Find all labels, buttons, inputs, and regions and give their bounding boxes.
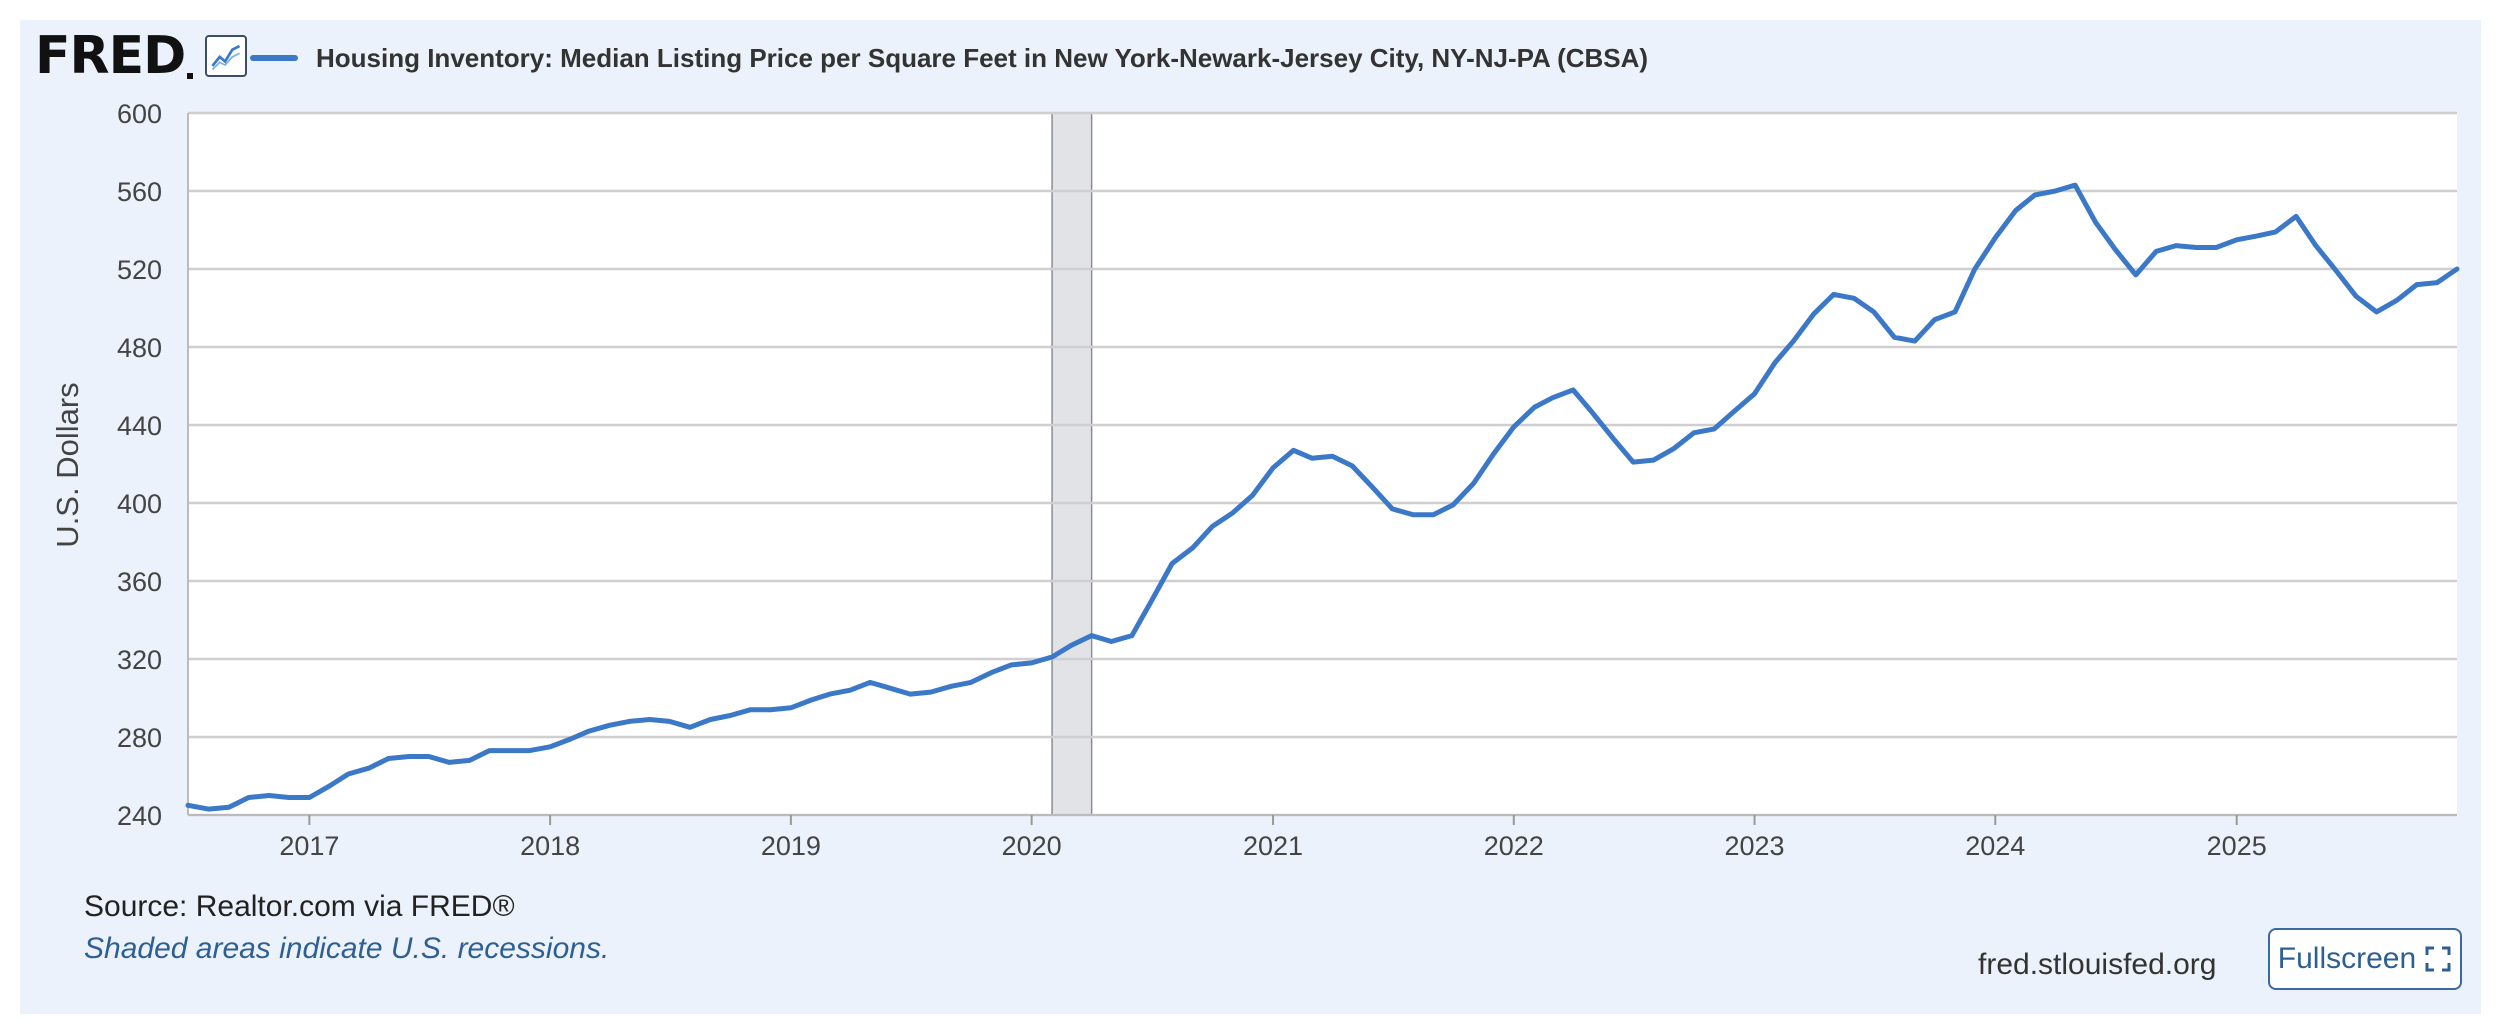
recession-note: Shaded areas indicate U.S. recessions. — [84, 932, 610, 965]
y-tick-label: 240 — [117, 801, 162, 831]
x-tick-label: 2017 — [279, 831, 339, 861]
y-tick-label: 440 — [117, 411, 162, 441]
series-line — [185, 182, 2460, 812]
fred-logo[interactable]: FRED — [35, 26, 248, 86]
line-graph-icon — [205, 35, 248, 77]
x-tick-label: 2024 — [1965, 831, 2025, 861]
legend-swatch — [250, 55, 298, 61]
source-text: Source: Realtor.com via FRED® — [84, 890, 515, 923]
site-url[interactable]: fred.stlouisfed.org — [1978, 948, 2217, 981]
y-tick-label: 600 — [117, 99, 162, 129]
logo-dot — [187, 73, 194, 79]
legend-label: Housing Inventory: Median Listing Price … — [316, 42, 1649, 73]
x-tick-label: 2022 — [1484, 831, 1544, 861]
x-tick-label: 2021 — [1243, 831, 1303, 861]
y-tick-label: 480 — [117, 333, 162, 363]
y-tick-label: 280 — [117, 723, 162, 753]
y-tick-label: 360 — [117, 567, 162, 597]
x-tick-label: 2023 — [1724, 831, 1784, 861]
y-tick-label: 560 — [117, 177, 162, 207]
x-tick-label: 2025 — [2207, 831, 2267, 861]
y-tick-label: 520 — [117, 255, 162, 285]
x-tick-label: 2020 — [1002, 831, 1062, 861]
x-tick-label: 2019 — [761, 831, 821, 861]
y-tick-label: 400 — [117, 489, 162, 519]
plot-area — [188, 113, 2457, 815]
y-tick-label: 320 — [117, 645, 162, 675]
expand-icon — [2425, 946, 2451, 972]
fullscreen-button[interactable]: Fullscreen — [2268, 928, 2462, 990]
x-tick-label: 2018 — [520, 831, 580, 861]
chart-legend: Housing Inventory: Median Listing Price … — [250, 38, 1648, 78]
recession-band — [1051, 112, 1093, 816]
logo-text: FRED — [35, 26, 186, 86]
fullscreen-label: Fullscreen — [2277, 942, 2417, 975]
y-axis-label: U.S. Dollars — [50, 382, 85, 547]
